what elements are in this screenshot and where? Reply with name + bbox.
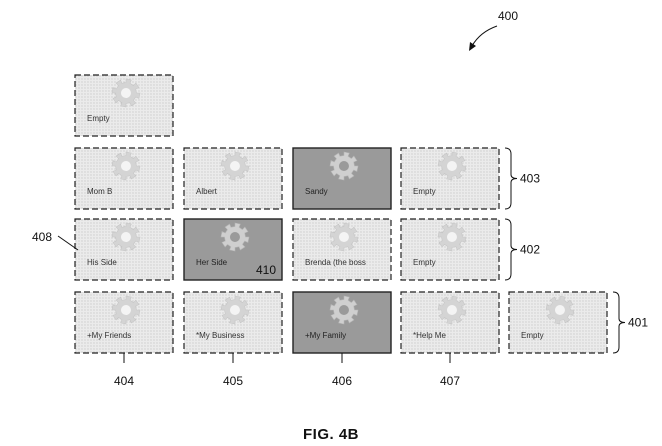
figure-arrow (472, 26, 497, 46)
tile-label: His Side (87, 258, 117, 267)
tile-pointer-reference: 408 (32, 230, 52, 244)
tile-label: Empty (521, 331, 544, 340)
gear-icon (112, 79, 140, 107)
row-reference-number: 402 (520, 243, 540, 257)
tile-label: Empty (413, 258, 436, 267)
tile[interactable]: Empty (509, 292, 607, 353)
row-brace (505, 219, 517, 280)
tile-label: Brenda (the boss (305, 258, 366, 267)
gear-icon (112, 296, 140, 324)
tile-label: Her Side (196, 258, 228, 267)
tile[interactable]: Brenda (the boss (293, 219, 391, 280)
tile[interactable]: +My Family (293, 292, 391, 353)
column-reference-number: 407 (440, 374, 460, 388)
tile[interactable]: His Side (75, 219, 173, 280)
tile[interactable]: *My Business (184, 292, 282, 353)
gear-icon (330, 296, 358, 324)
figure-number: 400 (498, 9, 518, 23)
column-reference-number: 406 (332, 374, 352, 388)
tile-label: *My Business (196, 331, 244, 340)
tile[interactable]: Mom B (75, 148, 173, 209)
tile-label: Mom B (87, 187, 112, 196)
tile[interactable]: Empty (75, 75, 173, 136)
gear-icon (221, 152, 249, 180)
tile[interactable]: +My Friends (75, 292, 173, 353)
tile[interactable]: *Help Me (401, 292, 499, 353)
row-reference-number: 401 (628, 316, 648, 330)
tile[interactable]: Sandy (293, 148, 391, 209)
gear-icon (112, 223, 140, 251)
tile[interactable]: Albert (184, 148, 282, 209)
tile-grid: Empty Mom B Albert Sandy Empty His Side Her Si… (75, 75, 607, 353)
figure-arrow-head (469, 42, 476, 51)
tile[interactable]: Empty (401, 219, 499, 280)
gear-icon (330, 223, 358, 251)
gear-icon (438, 223, 466, 251)
figure-caption: FIG. 4B (0, 426, 662, 443)
gear-icon (330, 152, 358, 180)
tile-label: +My Family (305, 331, 346, 340)
row-brace (613, 292, 625, 353)
gear-icon (221, 296, 249, 324)
tile[interactable]: Her Side 410 (184, 219, 282, 280)
row-reference-number: 403 (520, 172, 540, 186)
gear-icon (221, 223, 249, 251)
tile-label: Empty (413, 187, 436, 196)
row-brace (505, 148, 517, 209)
tile-label: +My Friends (87, 331, 131, 340)
gear-icon (438, 152, 466, 180)
tile-label: Sandy (305, 187, 328, 196)
gear-icon (112, 152, 140, 180)
tile-reference-number: 410 (256, 263, 276, 277)
tile-label: *Help Me (413, 331, 446, 340)
column-reference-number: 405 (223, 374, 243, 388)
gear-icon (438, 296, 466, 324)
tile-label: Empty (87, 114, 110, 123)
tile[interactable]: Empty (401, 148, 499, 209)
tile-label: Albert (196, 187, 218, 196)
column-reference-number: 404 (114, 374, 134, 388)
gear-icon (546, 296, 574, 324)
